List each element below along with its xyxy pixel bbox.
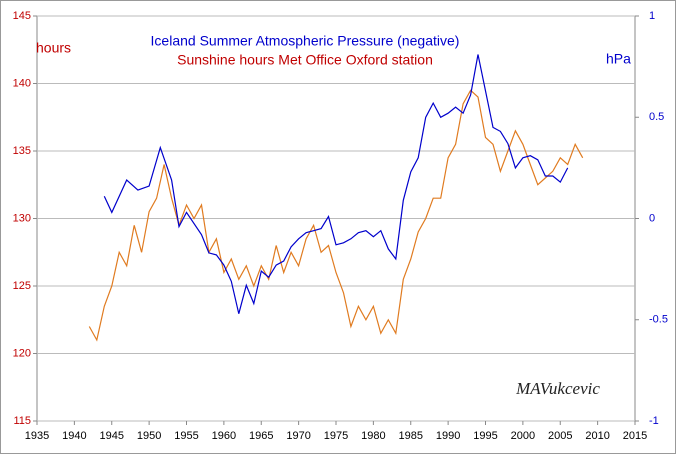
y-tick-label: 125 bbox=[13, 280, 31, 292]
x-tick-label: 1985 bbox=[399, 430, 423, 442]
y-tick-label: 140 bbox=[13, 77, 31, 89]
x-tick-label: 1945 bbox=[100, 430, 124, 442]
x-tick-label: 2000 bbox=[511, 430, 535, 442]
chart-title: Iceland Summer Atmospheric Pressure (neg… bbox=[151, 33, 460, 49]
x-tick-label: 1990 bbox=[436, 430, 460, 442]
watermark: MAVukcevic bbox=[515, 379, 600, 398]
x-tick-label: 1935 bbox=[25, 430, 49, 442]
x-tick-label: 1965 bbox=[249, 430, 273, 442]
x-tick-label: 1960 bbox=[212, 430, 236, 442]
x-tick-label: 1980 bbox=[361, 430, 385, 442]
y2-tick-label: 0.5 bbox=[649, 111, 664, 123]
y-tick-label: 130 bbox=[13, 212, 31, 224]
y2-tick-label: -1 bbox=[649, 415, 659, 427]
y2-axis-label: hPa bbox=[606, 51, 631, 67]
y-tick-label: 135 bbox=[13, 145, 31, 157]
y-tick-label: 145 bbox=[13, 10, 31, 22]
series-line bbox=[103, 54, 569, 314]
y-axis-label: hours bbox=[36, 40, 71, 56]
x-tick-label: 1970 bbox=[286, 430, 310, 442]
x-tick-label: 2010 bbox=[585, 430, 609, 442]
y-tick-label: 115 bbox=[13, 415, 31, 427]
y2-tick-label: -0.5 bbox=[649, 314, 668, 326]
x-tick-label: 2005 bbox=[548, 430, 572, 442]
x-tick-label: 2015 bbox=[623, 430, 647, 442]
x-tick-label: 1940 bbox=[62, 430, 86, 442]
series-line bbox=[88, 89, 584, 342]
x-tick-label: 1995 bbox=[473, 430, 497, 442]
x-tick-label: 1950 bbox=[137, 430, 161, 442]
x-tick-label: 1975 bbox=[324, 430, 348, 442]
x-tick-label: 1955 bbox=[174, 430, 198, 442]
y-tick-label: 120 bbox=[13, 347, 31, 359]
chart-subtitle: Sunshine hours Met Office Oxford station bbox=[177, 52, 433, 68]
y2-tick-label: 1 bbox=[649, 10, 655, 22]
y2-tick-label: 0 bbox=[649, 212, 655, 224]
